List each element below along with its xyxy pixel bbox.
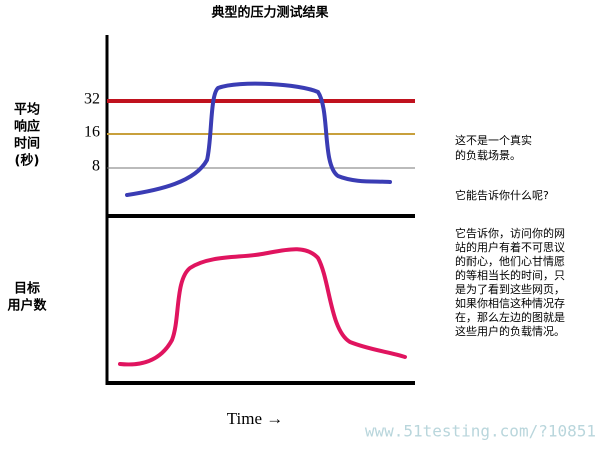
level-label: 16 <box>84 124 100 141</box>
axis-label: 时间 <box>14 136 40 152</box>
axis-label: (秒) <box>15 153 40 169</box>
level-label: 8 <box>92 158 100 175</box>
note: 这些用户的负载情况。 <box>455 324 565 338</box>
users-curve <box>118 247 407 367</box>
level-label: 32 <box>84 91 100 108</box>
title: 典型的压力测试结果 <box>211 5 328 21</box>
response-curve <box>125 81 392 197</box>
note: 站的用户有着不可思议 <box>455 240 565 254</box>
note: 的等相当长的时间，只 <box>455 268 565 282</box>
note: 它能告诉你什么呢? <box>455 188 549 202</box>
watermark: www.51testing.com/?10851 <box>365 422 596 441</box>
axis-label: 响应 <box>14 119 40 135</box>
note: 如果你相信这种情况存 <box>455 296 565 310</box>
axis-label: 用户数 <box>6 298 47 314</box>
note: 的耐心，他们心甘情愿 <box>455 254 565 268</box>
note: 在，那么左边的图就是 <box>455 310 565 324</box>
axis-label: 平均 <box>14 102 40 118</box>
note: 这不是一个真实 <box>455 133 532 147</box>
x-label: Time → <box>227 409 284 428</box>
note: 的负载场景。 <box>455 148 521 162</box>
note: 它告诉你，访问你的网 <box>455 226 565 240</box>
axis-label: 目标 <box>14 281 40 297</box>
note: 是为了看到这些网页， <box>455 282 565 296</box>
